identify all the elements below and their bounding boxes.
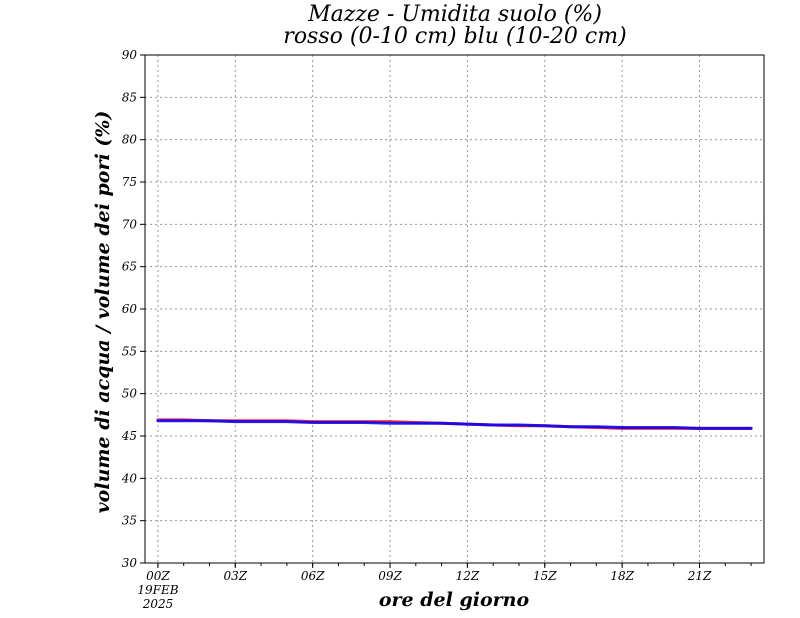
chart-title: Mazze - Umidita suolo (%) xyxy=(307,2,602,27)
y-tick-label: 30 xyxy=(122,556,138,570)
y-tick-label: 80 xyxy=(122,133,138,147)
x-axis-ticks: 00Z 03Z 06Z 09Z 12Z 15Z 18Z 21Z xyxy=(146,563,752,583)
x-tick-label: 00Z xyxy=(146,569,170,583)
y-tick-label: 85 xyxy=(122,90,137,104)
grid-lines xyxy=(145,55,764,563)
date-label-day: 19FEB xyxy=(137,583,178,597)
y-tick-label: 35 xyxy=(122,514,137,528)
y-tick-label: 55 xyxy=(122,344,137,358)
x-tick-label: 09Z xyxy=(378,569,402,583)
y-tick-label: 40 xyxy=(121,471,138,485)
y-tick-label: 75 xyxy=(122,175,137,189)
x-tick-label: 12Z xyxy=(456,569,480,583)
x-tick-label: 06Z xyxy=(301,569,325,583)
y-tick-label: 50 xyxy=(122,387,138,401)
x-tick-label: 21Z xyxy=(687,569,712,583)
y-tick-label: 70 xyxy=(122,217,138,231)
y-tick-label: 65 xyxy=(122,260,137,274)
y-tick-label: 90 xyxy=(122,48,138,62)
chart-subtitle: rosso (0-10 cm) blu (10-20 cm) xyxy=(283,24,626,49)
y-tick-label: 45 xyxy=(121,429,137,443)
x-axis-label: ore del giorno xyxy=(379,589,530,611)
x-tick-label: 18Z xyxy=(610,569,634,583)
y-axis-label: volume di acqua / volume dei pori (%) xyxy=(92,111,114,514)
x-tick-label: 03Z xyxy=(223,569,247,583)
data-series xyxy=(156,418,753,430)
date-label-year: 2025 xyxy=(142,597,174,611)
y-tick-label: 60 xyxy=(122,302,138,316)
series-line-blue xyxy=(156,419,753,430)
y-axis-ticks: 30 35 40 45 50 55 60 65 70 75 80 85 90 xyxy=(121,48,145,570)
x-tick-label: 15Z xyxy=(533,569,557,583)
